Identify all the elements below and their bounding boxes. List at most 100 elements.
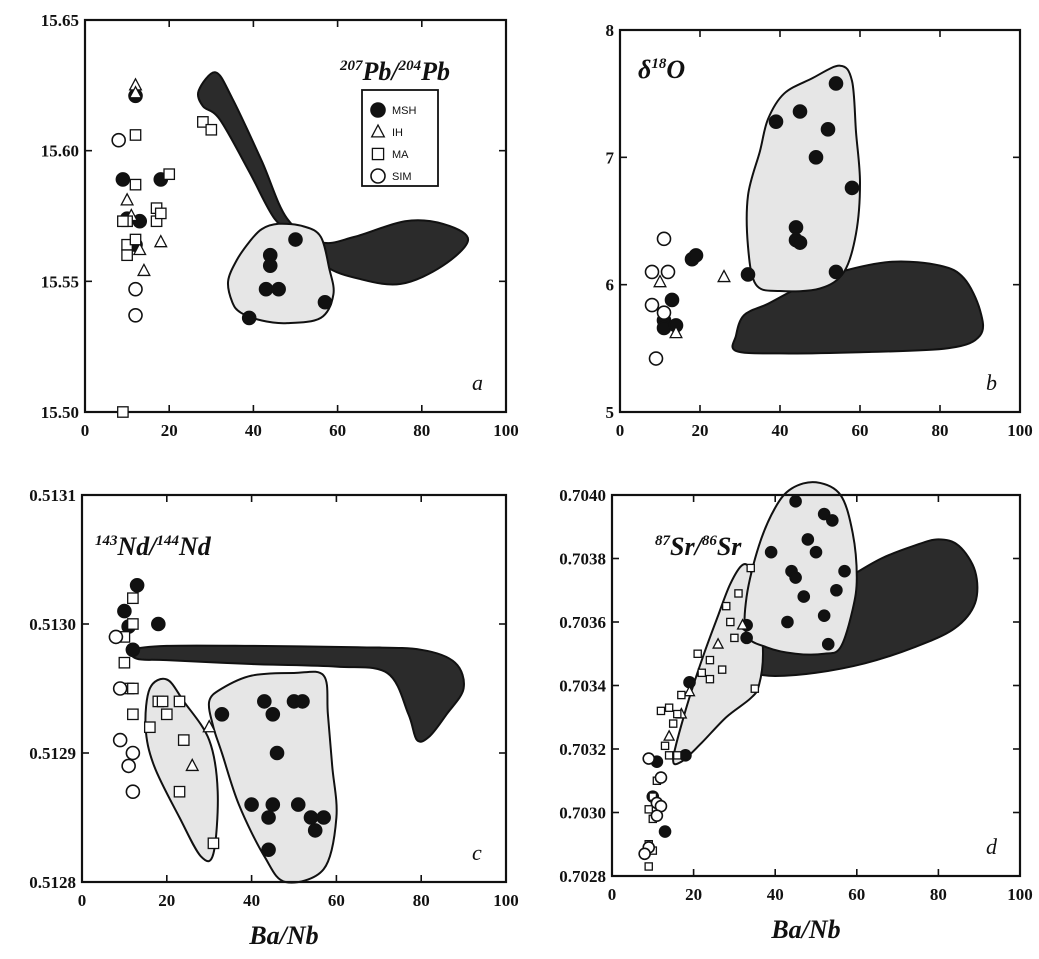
ma-point bbox=[664, 703, 674, 712]
msh-point bbox=[261, 810, 276, 825]
sim-point bbox=[125, 745, 141, 761]
msh-point bbox=[809, 545, 823, 559]
sim-point bbox=[128, 308, 143, 323]
sim-point bbox=[638, 847, 651, 861]
msh-point bbox=[257, 694, 272, 709]
sim-point bbox=[112, 732, 128, 748]
x-tick-label: 0 bbox=[78, 891, 87, 910]
msh-point bbox=[797, 590, 811, 603]
x-tick-label: 40 bbox=[772, 421, 789, 440]
ih-point bbox=[683, 684, 696, 697]
dark-field-0 bbox=[196, 71, 470, 286]
y-tick-label: 0.7036 bbox=[559, 613, 606, 632]
sim-point bbox=[648, 351, 664, 366]
x-tick-label: 80 bbox=[930, 885, 947, 904]
ma-point bbox=[163, 168, 176, 181]
msh-point bbox=[307, 823, 323, 838]
sim-point bbox=[112, 681, 128, 696]
msh-point bbox=[792, 104, 808, 119]
msh-point bbox=[792, 235, 808, 250]
ma-point bbox=[129, 178, 142, 191]
panel-d: 0 20 40 60 80 100 0.7028 0.7030 0.7032 0.7034 0.70… bbox=[559, 481, 1033, 944]
panel-letter: a bbox=[472, 370, 483, 395]
light-field-1 bbox=[226, 222, 335, 325]
plot-frame bbox=[83, 18, 508, 414]
ma-point bbox=[705, 655, 715, 665]
x-tick-label: 80 bbox=[413, 421, 430, 440]
legend-marker-msh bbox=[370, 102, 386, 118]
ma-point bbox=[705, 674, 715, 684]
ma-point bbox=[154, 207, 167, 220]
sim-point bbox=[108, 629, 124, 645]
msh-point bbox=[808, 150, 824, 165]
ih-point bbox=[137, 262, 151, 277]
ma-point bbox=[117, 215, 129, 228]
legend-label-msh: MSH bbox=[392, 105, 417, 117]
panel-isotope-label: δ18O bbox=[638, 55, 685, 84]
x-tick-label: 0 bbox=[81, 421, 90, 440]
ma-point bbox=[693, 649, 702, 659]
msh-point bbox=[265, 706, 281, 722]
sim-point bbox=[656, 231, 672, 247]
ih-point bbox=[132, 242, 147, 256]
ma-point bbox=[660, 741, 670, 751]
ma-point bbox=[121, 249, 133, 262]
msh-point bbox=[656, 320, 672, 336]
y-tick-label: 8 bbox=[606, 21, 615, 40]
x-tick-label: 20 bbox=[685, 885, 702, 904]
msh-point bbox=[740, 267, 756, 282]
ma-point bbox=[160, 708, 173, 721]
ih-point bbox=[185, 758, 200, 772]
x-tick-label: 0 bbox=[608, 885, 617, 904]
ma-point bbox=[173, 695, 186, 708]
msh-point bbox=[151, 616, 166, 632]
ma-point bbox=[697, 668, 707, 678]
msh-point bbox=[781, 615, 794, 629]
ih-point bbox=[663, 729, 676, 741]
ma-point bbox=[734, 589, 743, 598]
ma-point bbox=[673, 751, 682, 760]
msh-point bbox=[125, 642, 141, 658]
legend-label-sim: SIM bbox=[392, 171, 412, 183]
panel-a: 0 20 40 60 80 100 15.50 15.55 15.60 15.65 207Pb/20… bbox=[41, 11, 519, 440]
ih-point bbox=[669, 325, 683, 339]
msh-point bbox=[262, 258, 278, 273]
ih-point bbox=[712, 637, 725, 649]
msh-point bbox=[764, 545, 778, 559]
msh-point bbox=[664, 292, 680, 308]
x-tick-label: 60 bbox=[852, 421, 869, 440]
msh-point bbox=[789, 495, 802, 508]
x-tick-label: 60 bbox=[848, 885, 865, 904]
panel-letter: c bbox=[472, 840, 482, 865]
ma-point bbox=[673, 709, 682, 719]
y-tick-label: 6 bbox=[606, 276, 615, 295]
y-tick-label: 0.5131 bbox=[29, 486, 76, 505]
x-tick-label: 40 bbox=[245, 421, 262, 440]
msh-point bbox=[316, 810, 331, 825]
ma-point bbox=[644, 862, 653, 871]
dark-field-0 bbox=[731, 260, 985, 355]
legend-marker-sim bbox=[370, 168, 386, 184]
ma-point bbox=[127, 592, 139, 605]
ma-point bbox=[644, 805, 653, 814]
msh-point bbox=[269, 745, 285, 761]
ih-point bbox=[153, 234, 168, 248]
msh-point bbox=[214, 706, 230, 722]
y-tick-label: 15.50 bbox=[41, 403, 79, 422]
dark-field-0 bbox=[129, 644, 465, 743]
y-tick-label: 0.5130 bbox=[29, 615, 76, 634]
x-tick-label: 100 bbox=[1007, 885, 1033, 904]
x-tick-label: 60 bbox=[329, 421, 346, 440]
msh-point bbox=[740, 631, 753, 645]
y-tick-label: 15.65 bbox=[41, 11, 79, 30]
msh-point bbox=[828, 76, 844, 91]
ma-point bbox=[129, 233, 142, 246]
x-axis-label: Ba/Nb bbox=[248, 921, 318, 950]
ma-point bbox=[127, 682, 139, 695]
msh-point bbox=[129, 577, 145, 593]
ih-point bbox=[128, 85, 143, 99]
msh-point bbox=[295, 694, 310, 709]
x-tick-label: 100 bbox=[493, 421, 519, 440]
x-tick-label: 80 bbox=[413, 891, 430, 910]
ma-point bbox=[746, 563, 755, 573]
